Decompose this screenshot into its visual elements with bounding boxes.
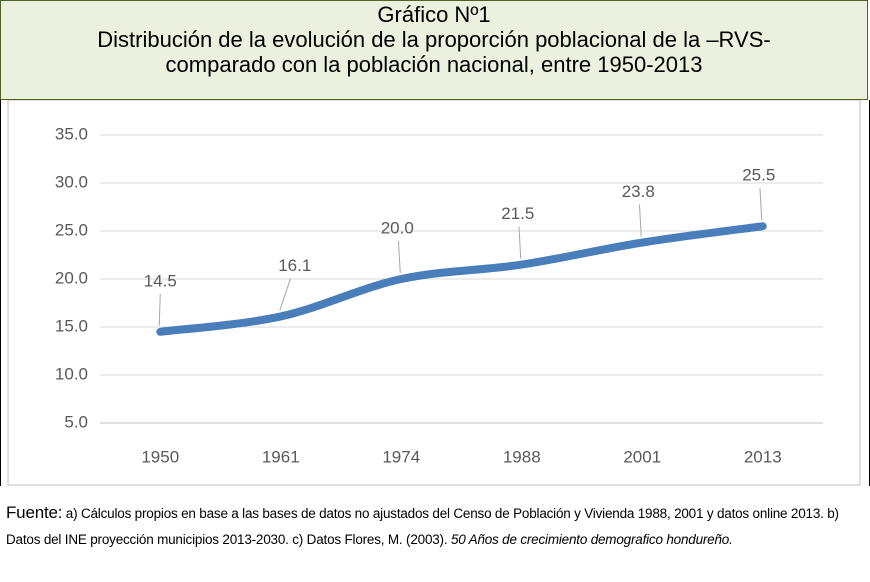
x-tick-label: 1961 xyxy=(262,447,300,466)
leader-line xyxy=(158,293,161,326)
y-tick-label: 15.0 xyxy=(55,316,88,335)
data-label: 14.5 xyxy=(144,271,177,290)
data-label: 25.5 xyxy=(742,166,775,185)
chart-frame xyxy=(7,100,861,486)
x-tick-label: 1950 xyxy=(141,447,179,466)
x-tick-label: 1974 xyxy=(382,447,420,466)
leader-line xyxy=(397,240,401,274)
y-tick-label: 30.0 xyxy=(55,172,88,191)
data-label: 20.0 xyxy=(381,218,414,237)
chart-title: Gráfico Nº1 xyxy=(377,2,491,27)
footer-text: a) Cálculos propios en base a las bases … xyxy=(6,506,839,547)
chart-title: comparado con la población nacional, ent… xyxy=(165,52,703,77)
series-line xyxy=(156,222,767,336)
y-tick-label: 25.0 xyxy=(55,220,88,239)
footer-label: Fuente: xyxy=(6,503,63,522)
y-tick-label: 35.0 xyxy=(55,124,88,143)
leader-line xyxy=(518,226,522,259)
data-label: 23.8 xyxy=(622,182,655,201)
leader-line xyxy=(279,278,292,311)
y-tick-label: 10.0 xyxy=(55,364,88,383)
leader-line xyxy=(638,204,642,237)
y-tick-label: 20.0 xyxy=(55,268,88,287)
leader-line xyxy=(759,188,763,221)
footer-italic: 50 Años de crecimiento demografico hondu… xyxy=(450,531,733,547)
footer: Fuente: a) Cálculos propios en base a la… xyxy=(6,500,856,552)
x-tick-label: 1988 xyxy=(503,447,541,466)
chart-title: Distribución de la evolución de la propo… xyxy=(97,27,771,52)
chart: 5.0 10.0 15.0 20.0 25.0 30.0 35.0 1950 1961 1974 1… xyxy=(0,100,870,486)
data-label: 16.1 xyxy=(278,256,311,275)
x-tick-label: 2013 xyxy=(744,447,782,466)
title-box: Gráfico Nº1 Distribución de la evolución… xyxy=(0,0,868,100)
x-tick-label: 2001 xyxy=(623,447,661,466)
y-tick-label: 5.0 xyxy=(64,412,88,431)
data-label: 21.5 xyxy=(501,204,534,223)
